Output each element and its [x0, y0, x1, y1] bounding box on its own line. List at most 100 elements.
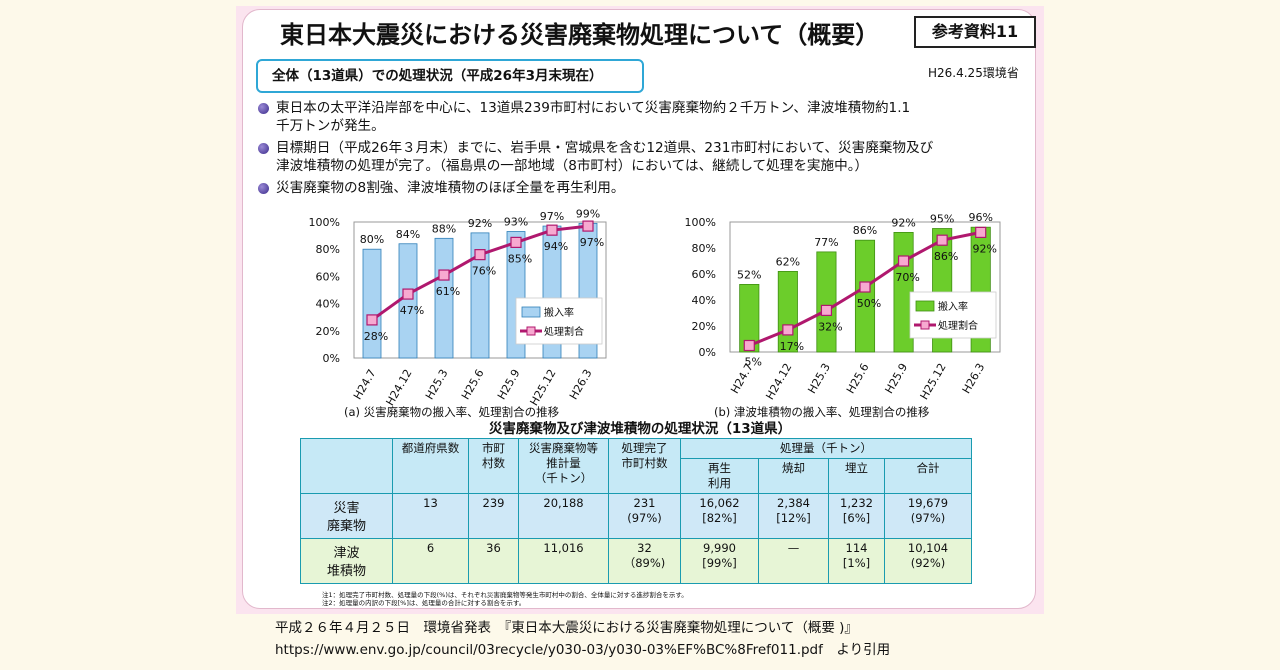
cell-completed: 32 （89%)	[608, 538, 681, 584]
line-marker	[859, 281, 871, 293]
x-tick-label: H24.12	[763, 361, 794, 402]
line-marker	[897, 255, 910, 267]
header-total: 合計	[884, 458, 972, 494]
bullet-icon	[258, 143, 269, 154]
slide-title: 東日本大震災における災害廃棄物処理について（概要）	[280, 21, 880, 49]
x-tick-label: H25.3	[805, 361, 833, 396]
cell-recycle: 9,990 [99%]	[680, 538, 759, 584]
cell-landfill: 114 [1%]	[828, 538, 885, 584]
reference-label: 参考資料11	[914, 16, 1036, 48]
line-marker	[366, 314, 378, 326]
bar-value-label: 99%	[576, 207, 600, 220]
line-value-label: 32%	[818, 320, 842, 333]
line-value-label: 92%	[972, 242, 996, 255]
slide-image: 東日本大震災における災害廃棄物処理について（概要） 参考資料11 H26.4.2…	[236, 6, 1044, 614]
bar-value-label: 88%	[432, 222, 456, 235]
bullet-item: 目標期日（平成26年３月末）までに、岩手県・宮城県を含む12道県、231市町村に…	[258, 139, 1028, 175]
source-citation: 平成２６年４月２５日 環境省発表 『東日本大震災における災害廃棄物処理について（…	[275, 620, 858, 636]
line-marker	[743, 339, 755, 352]
bar-value-label: 62%	[776, 255, 800, 268]
legend-bar-swatch	[915, 300, 935, 312]
legend-label: 処理割合	[544, 325, 584, 338]
header-incineration: 焼却	[758, 458, 829, 494]
bullet-item: 災害廃棄物の8割強、津波堆積物のほぼ全量を再生利用。	[258, 179, 1028, 197]
chart-disaster-waste: 0% 20% 40% 60% 80% 100% 80% H24.7 84% H24.12 88% H2…	[309, 207, 607, 419]
legend	[909, 291, 997, 339]
source-caption: 平成２６年４月２５日 環境省発表 『東日本大震災における災害廃棄物処理について（…	[275, 617, 890, 661]
cell-total: 10,104 (92%)	[884, 538, 972, 584]
bar	[816, 251, 837, 353]
section-heading: 全体（13道県）での処理状況（平成26年3月末現在）	[256, 59, 644, 93]
source-url[interactable]: https://www.env.go.jp/council/03recycle/…	[275, 642, 891, 658]
line-value-label: 17%	[780, 340, 804, 353]
x-tick-label: H25.12	[527, 367, 558, 408]
bar	[398, 243, 418, 359]
legend-marker-swatch	[526, 326, 536, 336]
line-marker	[546, 224, 558, 236]
x-tick-label: H25.12	[918, 361, 949, 402]
line-value-label: 5%	[745, 356, 762, 369]
bullet-icon	[258, 183, 269, 194]
header-pref-count: 都道府県数	[392, 438, 469, 494]
y-tick-label: 20%	[692, 320, 716, 333]
line-value-label: 50%	[857, 297, 881, 310]
chart-caption: (a) 災害廃棄物の搬入率、処理割合の推移	[344, 405, 560, 419]
cell-landfill: 1,232 [6%]	[828, 493, 885, 539]
bar	[854, 239, 876, 353]
header-muni-count: 市町 村数	[468, 438, 519, 494]
x-tick-label: H25.3	[423, 367, 451, 402]
cell-muni: 239	[468, 493, 519, 539]
y-tick-label: 60%	[316, 270, 340, 283]
line-marker	[936, 234, 948, 246]
x-tick-label: H24.7	[351, 367, 379, 402]
line-value-label: 97%	[580, 236, 604, 249]
bar-value-label: 86%	[853, 224, 877, 237]
header-completed: 処理完了 市町村数	[608, 438, 681, 494]
legend-label: 搬入率	[938, 300, 968, 313]
header-landfill: 埋立	[828, 458, 885, 494]
cell-completed: 231 (97%)	[608, 493, 681, 539]
y-tick-label: 100%	[309, 216, 340, 229]
bar	[434, 237, 454, 359]
x-tick-label: H26.3	[960, 361, 988, 396]
line-value-label: 28%	[364, 330, 388, 343]
legend	[515, 297, 603, 345]
cell-incineration: 2,384 [12%]	[758, 493, 829, 539]
cell-muni: 36	[468, 538, 519, 584]
table-notes: 注1：処理完了市町村数、処理量の下段(%)は、それぞれ災害廃棄物等発生市町村中の…	[322, 591, 688, 607]
y-tick-label: 100%	[685, 216, 716, 229]
line-value-label: 94%	[544, 240, 568, 253]
header-estimate: 災害廃棄物等 推計量 （千トン）	[518, 438, 609, 494]
x-tick-label: H26.3	[567, 367, 595, 402]
x-tick-label: H25.9	[883, 361, 911, 396]
y-tick-label: 40%	[692, 294, 716, 307]
row-label: 津波 堆積物	[300, 538, 393, 584]
y-tick-label: 20%	[316, 325, 340, 338]
chart-tsunami-deposits: 0%20%40%60%80%100%52%H24.762%H24.1277%H2…	[685, 211, 1001, 419]
bullet-item: 東日本の太平洋沿岸部を中心に、13道県239市町村において災害廃棄物約２千万トン…	[258, 99, 1028, 135]
x-tick-label: H25.6	[459, 367, 487, 402]
line-value-label: 76%	[472, 265, 496, 278]
table-corner-cell	[300, 438, 393, 494]
line-value-label: 61%	[436, 285, 460, 298]
y-tick-label: 0%	[323, 352, 340, 365]
y-tick-label: 80%	[316, 243, 340, 256]
bar-value-label: 80%	[360, 233, 384, 246]
line-marker	[438, 269, 450, 281]
x-tick-label: H25.6	[844, 361, 872, 396]
header-recycle: 再生 利用	[680, 458, 759, 494]
cell-incineration: —	[758, 538, 829, 584]
cell-estimate: 20,188	[518, 493, 609, 539]
bar-value-label: 93%	[504, 216, 528, 229]
cell-pref: 13	[392, 493, 469, 539]
legend-bar-swatch	[521, 306, 541, 318]
y-tick-label: 40%	[316, 298, 340, 311]
line-marker	[820, 304, 833, 317]
bar-value-label: 84%	[396, 228, 420, 241]
line-marker	[975, 226, 987, 238]
table-title: 災害廃棄物及び津波堆積物の処理状況（13道県）	[488, 421, 792, 437]
y-tick-label: 60%	[692, 268, 716, 281]
bar	[470, 232, 490, 359]
line-marker	[510, 236, 522, 249]
chart-caption: (b) 津波堆積物の搬入率、処理割合の推移	[714, 405, 930, 419]
